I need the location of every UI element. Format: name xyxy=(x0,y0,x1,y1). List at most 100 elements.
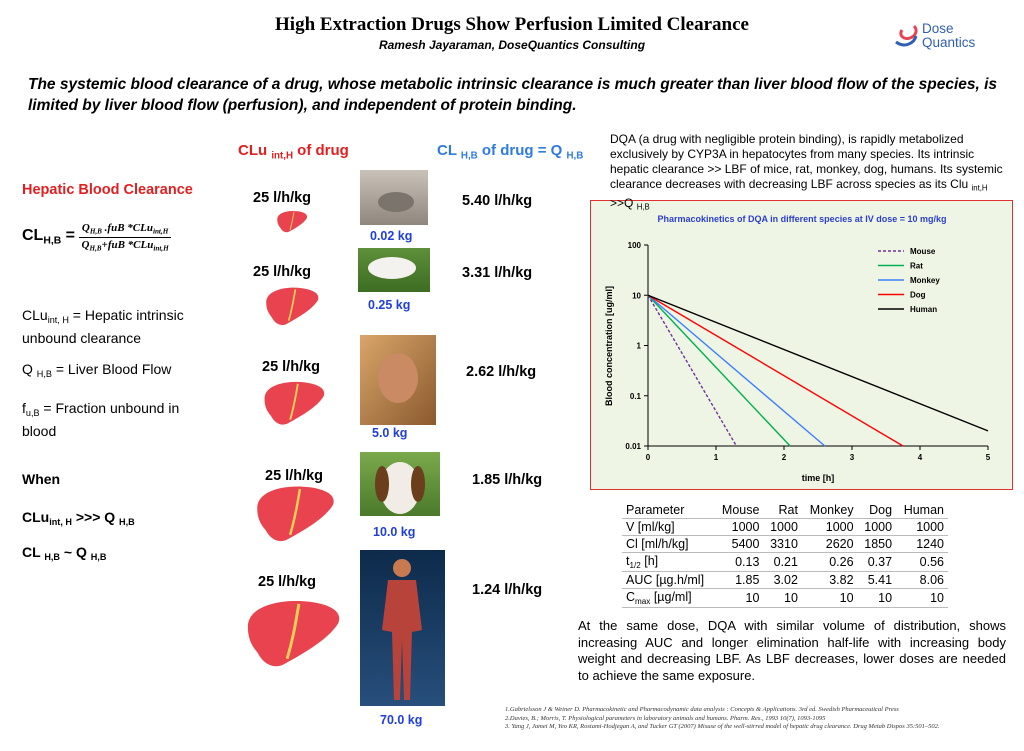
monkey-face xyxy=(378,353,418,403)
value-cell: 8.06 xyxy=(896,571,948,589)
text: AUC [µg.h/ml] xyxy=(626,572,705,587)
value-cell: 10 xyxy=(857,588,897,608)
table-row: Cmax [µg/ml] 10 10 10 10 10 xyxy=(622,588,948,608)
legend-label: Rat xyxy=(910,262,923,271)
condition: CLuint, H >>> Q H,B xyxy=(22,508,135,531)
logo-mark xyxy=(895,35,918,47)
series-line xyxy=(647,294,738,447)
subscript: H,B xyxy=(43,235,62,247)
y-tick-label: 1 xyxy=(637,342,642,351)
column-header: CL H,B of drug = Q H,B xyxy=(437,142,583,161)
text: V [ml/kg] xyxy=(626,520,675,534)
subscript: int,H xyxy=(971,183,988,193)
subscript: max xyxy=(635,596,651,606)
text: [µg/ml] xyxy=(650,589,692,604)
liver xyxy=(263,380,326,426)
condition: CL H,B ~ Q H,B xyxy=(22,543,106,566)
text: +fuB *CLu xyxy=(101,238,154,251)
text: >>Q xyxy=(610,195,637,210)
fraction: QH,B .fuB *CLuint,H QH,B+fuB *CLuint,H xyxy=(79,222,171,252)
row-label: Cl [ml/h/kg] xyxy=(622,535,715,553)
subscript: H,B xyxy=(36,369,52,380)
text: f xyxy=(22,400,26,416)
legend-label: Mouse xyxy=(910,247,936,256)
text: Q xyxy=(81,238,90,251)
human-head xyxy=(393,559,411,577)
formula: CLH,B = QH,B .fuB *CLuint,H QH,B+fuB *CLu… xyxy=(22,222,171,252)
subscript: int,H xyxy=(153,244,169,252)
subscript: H,B xyxy=(636,202,650,212)
blood-clearance: 1.85 l/h/kg xyxy=(472,472,543,488)
subscript: 1/2 xyxy=(629,560,641,570)
value-cell: 1.85 xyxy=(714,571,764,589)
x-tick-label: 0 xyxy=(646,453,651,462)
text: = Fraction unbound in blood xyxy=(22,400,180,440)
value-cell: 3310 xyxy=(763,535,802,553)
intrinsic-clearance: 25 l/h/kg xyxy=(258,574,317,590)
text: DQA (a drug with negligible protein bind… xyxy=(610,132,1003,191)
logo-mark xyxy=(899,24,918,40)
references: 1.Gabrielsson J & Weiner D. Pharmacokine… xyxy=(505,706,1015,732)
text: C xyxy=(626,589,636,604)
header-cell: Monkey xyxy=(801,502,858,519)
y-tick-label: 10 xyxy=(632,291,641,300)
x-tick-label: 4 xyxy=(918,453,923,462)
body-weight: 0.02 kg xyxy=(370,229,413,243)
legend-label: Human xyxy=(910,305,937,314)
dog-ear xyxy=(375,466,389,502)
title: High Extraction Drugs Show Perfusion Lim… xyxy=(275,14,749,35)
text: CL xyxy=(22,544,45,560)
intrinsic-clearance: 25 l/h/kg xyxy=(253,264,312,280)
row-label: t1/2 [h] xyxy=(622,552,715,572)
header-cell: Rat xyxy=(763,502,802,519)
definition: Q H,B = Liver Blood Flow xyxy=(22,360,222,383)
body-weight: 10.0 kg xyxy=(373,525,416,539)
text: = Liver Blood Flow xyxy=(51,361,172,377)
subscript: H,B xyxy=(89,227,102,236)
chart-frame xyxy=(590,200,1013,490)
value-cell: 1850 xyxy=(857,535,897,553)
value-cell: 3.82 xyxy=(801,571,858,589)
value-cell: 10 xyxy=(714,588,764,608)
chart-title: Pharmacokinetics of DQA in different spe… xyxy=(657,214,946,224)
subscript: int, H xyxy=(49,517,72,528)
text: .fuB *CLu xyxy=(101,222,153,234)
header-cell: Dog xyxy=(857,502,897,519)
subscript: H,B xyxy=(89,244,102,252)
table-row: AUC [µg.h/ml] 1.85 3.02 3.82 5.41 8.06 xyxy=(622,571,948,589)
value-cell: 1240 xyxy=(896,535,948,553)
text: of drug = Q xyxy=(477,142,567,159)
text: Cl [ml/h/kg] xyxy=(626,537,689,551)
value-cell: 10 xyxy=(763,588,802,608)
conclusion: At the same dose, DQA with similar volum… xyxy=(578,618,1006,683)
y-axis-label: Blood concentration [ug/ml] xyxy=(604,286,614,406)
liver xyxy=(265,286,320,326)
value-cell: 0.56 xyxy=(896,552,948,572)
numerator: QH,B .fuB *CLuint,H xyxy=(79,222,171,238)
text: CLu xyxy=(22,307,48,323)
body-weight: 70.0 kg xyxy=(380,713,423,727)
x-tick-label: 5 xyxy=(986,453,991,462)
blood-clearance: 5.40 l/h/kg xyxy=(462,193,533,209)
text: Q xyxy=(22,361,37,377)
value-cell: 5400 xyxy=(714,535,764,553)
text: t xyxy=(626,554,630,568)
text: CL xyxy=(437,142,461,159)
intro: The systemic blood clearance of a drug, … xyxy=(28,76,998,114)
value-cell: 1000 xyxy=(763,518,802,536)
logo-text: Quantics xyxy=(922,35,976,50)
text: CL xyxy=(22,227,44,245)
value-cell: 10 xyxy=(896,588,948,608)
subscript: int,H xyxy=(152,227,169,236)
text: >>> Q xyxy=(71,509,120,525)
x-tick-label: 1 xyxy=(714,453,719,462)
subscript: H,B xyxy=(90,552,107,563)
header-cell: Human xyxy=(896,502,948,519)
y-tick-label: 100 xyxy=(628,241,642,250)
value-cell: 10 xyxy=(801,588,858,608)
intrinsic-clearance: 25 l/h/kg xyxy=(265,468,324,484)
text: CLu xyxy=(22,509,50,525)
value-cell: 0.13 xyxy=(714,552,764,572)
